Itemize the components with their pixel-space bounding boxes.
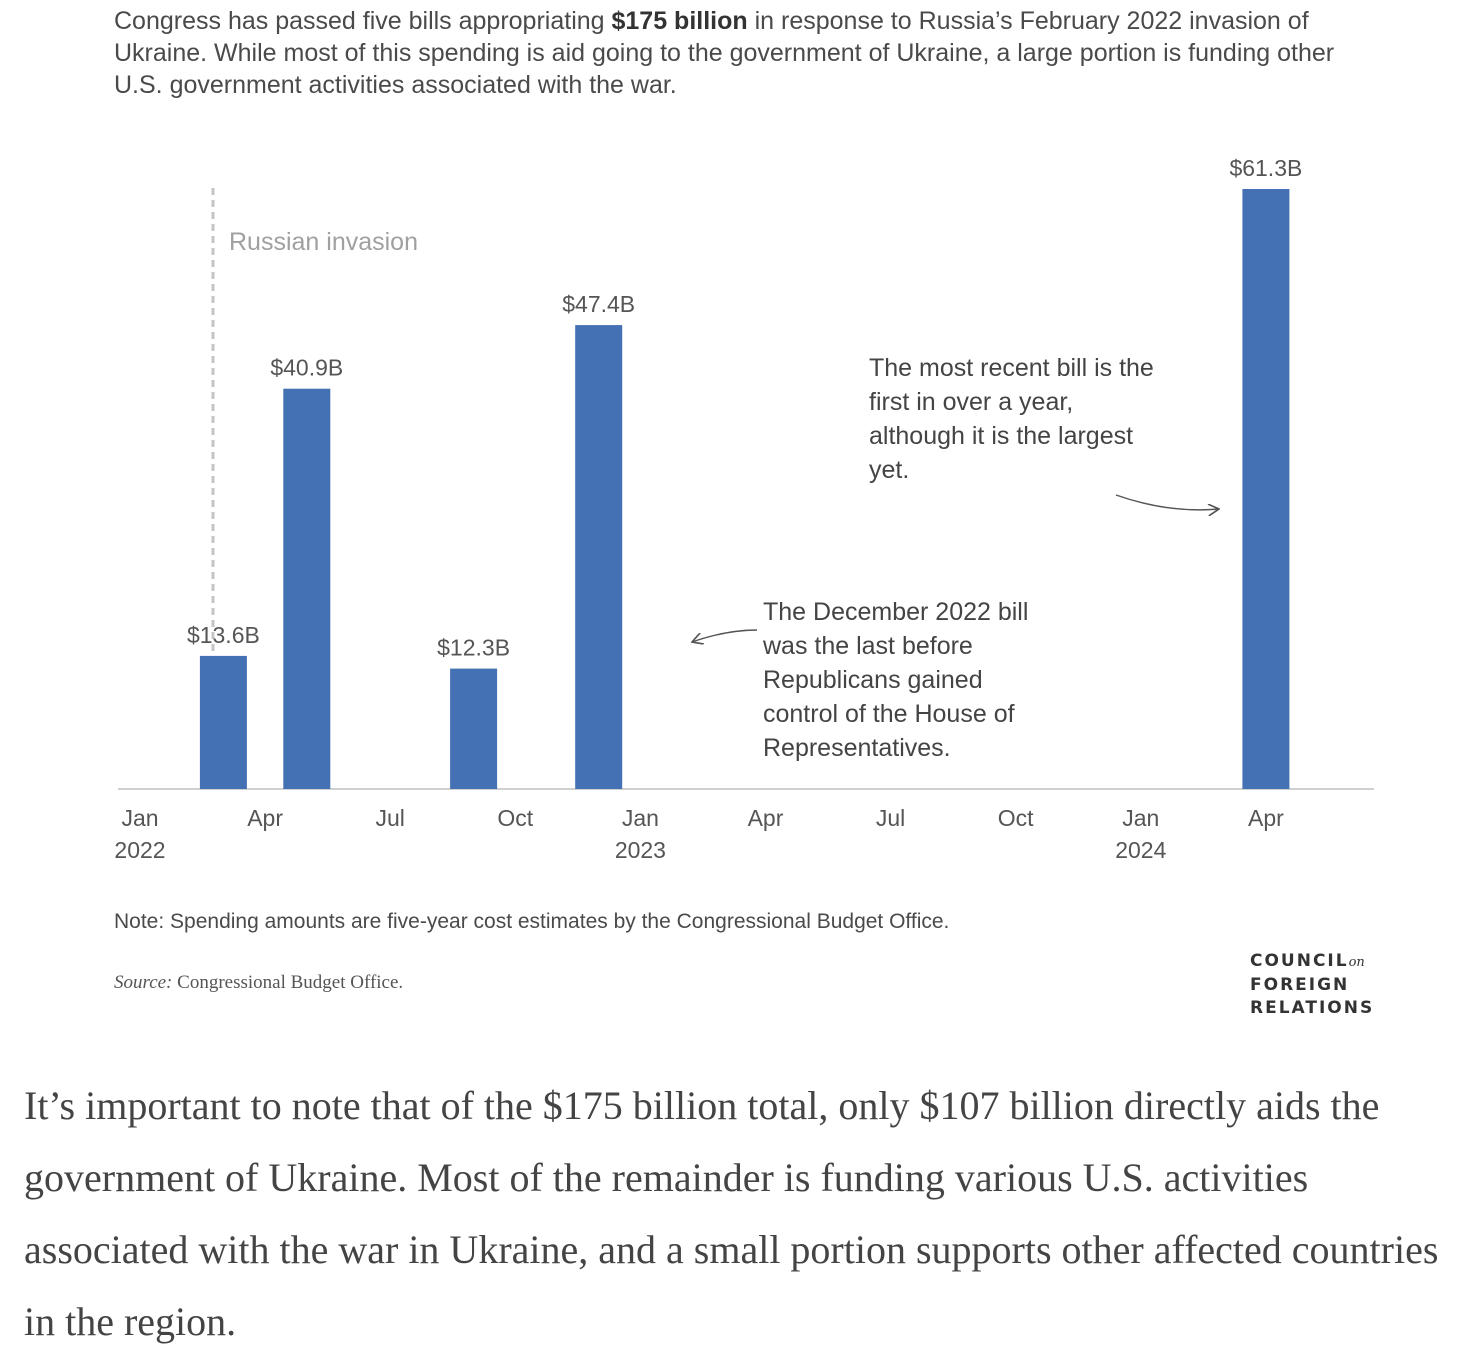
x-tick-label: Jan bbox=[622, 805, 659, 831]
x-tick-label: Oct bbox=[497, 805, 533, 831]
logo-on: on bbox=[1348, 955, 1365, 970]
bar-2022-03 bbox=[199, 655, 247, 789]
chart-note: Note: Spending amounts are five-year cos… bbox=[114, 910, 950, 933]
december-annotation: The December 2022 bill was the last befo… bbox=[762, 598, 1035, 762]
x-tick-label: Apr bbox=[1248, 805, 1284, 831]
invasion-label: Russian invasion bbox=[229, 228, 418, 256]
x-tick-label: Jul bbox=[876, 805, 905, 831]
source-label: Source: bbox=[114, 972, 173, 993]
x-tick-year-label: 2024 bbox=[1115, 837, 1166, 863]
x-tick-label: Jan bbox=[121, 805, 158, 831]
x-tick-label: Jan bbox=[1122, 805, 1159, 831]
bar-2022-05 bbox=[283, 388, 331, 789]
recent-bill-annotation: The most recent bill is the first in ove… bbox=[869, 354, 1161, 484]
x-tick-year-label: 2023 bbox=[615, 837, 666, 863]
subtitle-post: in response to Russia’s February 2022 in… bbox=[114, 7, 1335, 99]
x-tick-label: Apr bbox=[748, 805, 784, 831]
cfr-logo: COUNCILon FOREIGN RELATIONS bbox=[1250, 950, 1374, 1020]
x-tick-label: Oct bbox=[998, 805, 1034, 831]
subtitle-bold: $175 billion bbox=[611, 7, 748, 35]
bar-2024-04 bbox=[1242, 189, 1290, 789]
logo-line3: RELATIONS bbox=[1250, 998, 1375, 1018]
chart-source: Source: Congressional Budget Office. bbox=[114, 972, 403, 994]
bar-value-label-2022-05: $40.9B bbox=[270, 355, 343, 381]
subtitle-pre: Congress has passed five bills appropria… bbox=[114, 7, 612, 35]
recent-bill-annotation-arrow bbox=[1115, 494, 1219, 510]
bar-2022-12 bbox=[575, 325, 623, 789]
spending-bar-chart: Russian invasion $13.6B $40.9B $12.3B $47.4… bbox=[114, 155, 1374, 863]
chart-subtitle: Congress has passed five bills appropria… bbox=[114, 5, 1364, 101]
bar-2022-09 bbox=[450, 668, 498, 789]
logo-line1: COUNCIL bbox=[1250, 951, 1349, 971]
december-annotation-arrow bbox=[692, 629, 758, 642]
bar-value-label-2022-03: $13.6B bbox=[187, 622, 260, 648]
bar-value-label-2022-09: $12.3B bbox=[437, 635, 510, 661]
bar-value-label-2022-12: $47.4B bbox=[562, 291, 635, 317]
x-tick-year-label: 2022 bbox=[114, 837, 165, 863]
article-paragraph: It’s important to note that of the $175 … bbox=[24, 1083, 1439, 1344]
source-text: Congressional Budget Office. bbox=[172, 972, 404, 993]
x-tick-label: Apr bbox=[247, 805, 283, 831]
x-tick-label: Jul bbox=[375, 805, 404, 831]
logo-line2: FOREIGN bbox=[1250, 975, 1350, 995]
bar-value-label-2024-04: $61.3B bbox=[1229, 155, 1302, 181]
